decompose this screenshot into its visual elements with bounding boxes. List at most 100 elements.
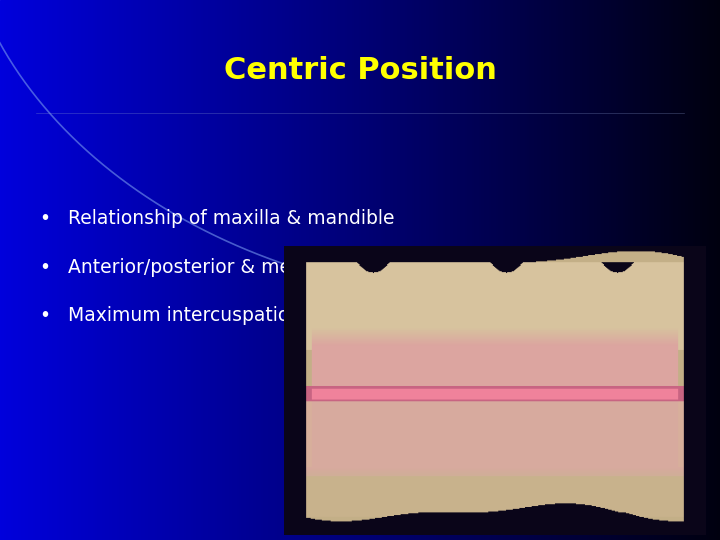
Bar: [72, 0, 74, 540]
Text: •: •: [40, 258, 50, 277]
Bar: [67, 0, 70, 540]
Bar: [552, 0, 554, 540]
Bar: [125, 0, 127, 540]
Bar: [113, 0, 115, 540]
Bar: [621, 0, 624, 540]
Bar: [254, 0, 257, 540]
Bar: [132, 0, 135, 540]
Bar: [204, 0, 207, 540]
Bar: [482, 0, 485, 540]
Bar: [703, 0, 706, 540]
Bar: [437, 0, 439, 540]
Bar: [353, 0, 355, 540]
Bar: [456, 0, 459, 540]
Bar: [346, 0, 348, 540]
Bar: [266, 0, 269, 540]
Bar: [657, 0, 660, 540]
Bar: [439, 0, 441, 540]
Bar: [12, 0, 14, 540]
Bar: [557, 0, 559, 540]
Bar: [343, 0, 346, 540]
Bar: [686, 0, 689, 540]
Bar: [454, 0, 456, 540]
Bar: [207, 0, 209, 540]
Bar: [605, 0, 607, 540]
Bar: [286, 0, 288, 540]
Bar: [434, 0, 437, 540]
Bar: [142, 0, 144, 540]
Bar: [569, 0, 571, 540]
Bar: [74, 0, 77, 540]
Bar: [473, 0, 475, 540]
Bar: [9, 0, 12, 540]
Bar: [305, 0, 307, 540]
Bar: [235, 0, 238, 540]
Bar: [595, 0, 598, 540]
Bar: [646, 0, 648, 540]
Bar: [161, 0, 163, 540]
Bar: [698, 0, 701, 540]
Bar: [58, 0, 60, 540]
Bar: [77, 0, 79, 540]
Bar: [425, 0, 427, 540]
Bar: [713, 0, 715, 540]
Bar: [7, 0, 9, 540]
Bar: [583, 0, 585, 540]
Bar: [79, 0, 81, 540]
Bar: [264, 0, 266, 540]
Bar: [492, 0, 495, 540]
Bar: [718, 0, 720, 540]
Bar: [526, 0, 528, 540]
Bar: [355, 0, 358, 540]
Bar: [297, 0, 300, 540]
Bar: [209, 0, 211, 540]
Bar: [252, 0, 254, 540]
Bar: [624, 0, 626, 540]
Bar: [38, 0, 41, 540]
Bar: [180, 0, 182, 540]
Text: Maximum intercuspation of denture teeth: Maximum intercuspation of denture teeth: [68, 306, 461, 326]
Bar: [682, 0, 684, 540]
Bar: [279, 0, 281, 540]
Bar: [499, 0, 502, 540]
Bar: [571, 0, 574, 540]
Bar: [120, 0, 122, 540]
Bar: [223, 0, 225, 540]
Bar: [293, 0, 295, 540]
Bar: [139, 0, 142, 540]
Bar: [533, 0, 535, 540]
Bar: [574, 0, 576, 540]
Bar: [480, 0, 482, 540]
Bar: [127, 0, 130, 540]
Bar: [369, 0, 372, 540]
Bar: [81, 0, 84, 540]
Bar: [351, 0, 353, 540]
Bar: [461, 0, 463, 540]
Bar: [413, 0, 415, 540]
Bar: [675, 0, 677, 540]
Bar: [60, 0, 63, 540]
Bar: [333, 0, 336, 540]
Bar: [365, 0, 367, 540]
Bar: [63, 0, 65, 540]
Bar: [331, 0, 333, 540]
Bar: [247, 0, 250, 540]
Bar: [307, 0, 310, 540]
Bar: [240, 0, 243, 540]
Bar: [684, 0, 686, 540]
Text: Centric Position: Centric Position: [224, 56, 496, 85]
Bar: [48, 0, 50, 540]
Bar: [257, 0, 259, 540]
Bar: [614, 0, 617, 540]
Bar: [322, 0, 324, 540]
Bar: [91, 0, 94, 540]
Bar: [358, 0, 360, 540]
Bar: [639, 0, 641, 540]
Bar: [459, 0, 461, 540]
Bar: [326, 0, 329, 540]
Bar: [398, 0, 401, 540]
Bar: [310, 0, 312, 540]
Bar: [96, 0, 99, 540]
Bar: [509, 0, 511, 540]
Bar: [477, 0, 480, 540]
